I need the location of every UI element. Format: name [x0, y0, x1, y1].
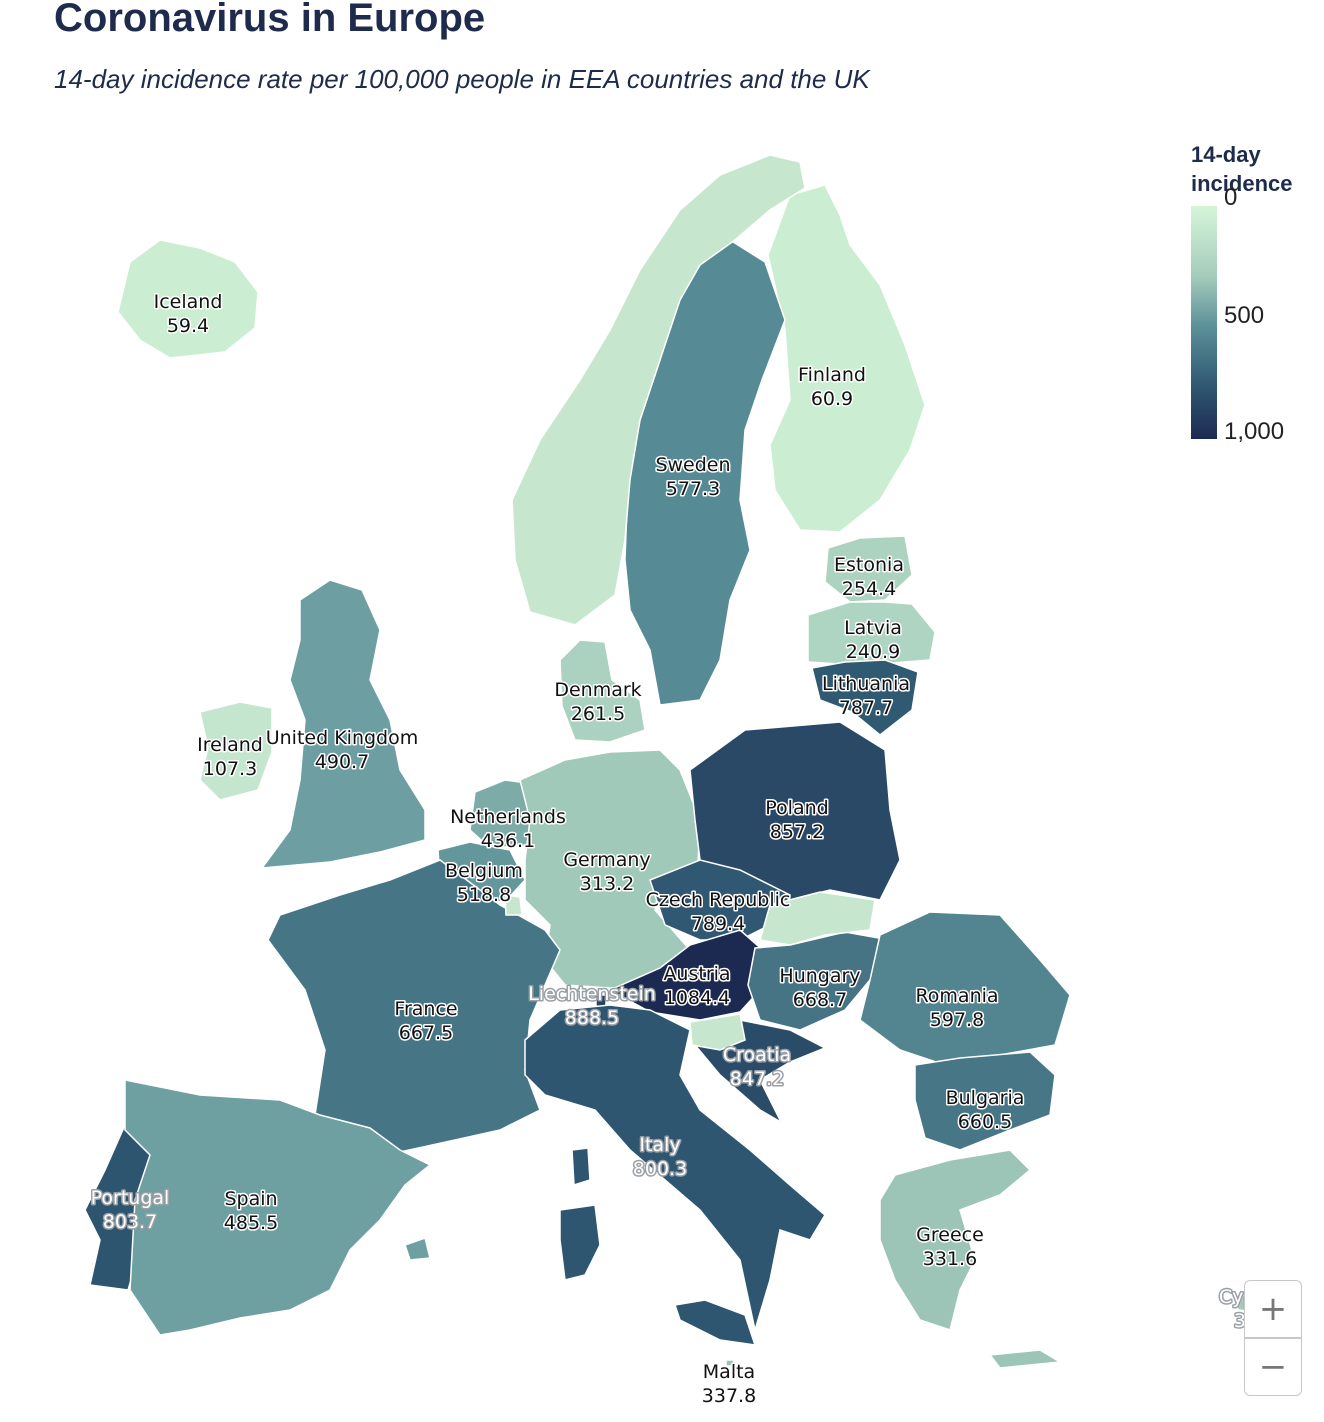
label-belgium-name: Belgium — [445, 860, 523, 882]
label-liechtenstein-name: Liechtenstein — [528, 983, 656, 1005]
label-portugal-value: 803.7 — [103, 1211, 157, 1233]
label-ireland-value: 107.3 — [203, 758, 257, 780]
country-hungary[interactable] — [747, 931, 892, 1031]
country-italy[interactable] — [524, 1004, 826, 1346]
label-ireland-name: Ireland — [197, 734, 263, 756]
label-spain-name: Spain — [224, 1188, 277, 1210]
label-bulgaria-name: Bulgaria — [946, 1087, 1025, 1109]
label-iceland-value: 59.4 — [167, 315, 209, 337]
country-finland[interactable] — [767, 184, 926, 533]
country-luxembourg[interactable] — [504, 894, 523, 916]
label-united-kingdom-value: 490.7 — [315, 751, 369, 773]
country-spain[interactable] — [124, 1079, 432, 1336]
label-croatia-value: 847.2 — [730, 1068, 784, 1090]
legend-title: 14-day incidence — [1191, 142, 1293, 196]
label-finland-value: 60.9 — [811, 388, 853, 410]
label-lithuania-value: 787.7 — [839, 697, 893, 719]
label-sweden-value: 577.3 — [666, 478, 720, 500]
country-malta[interactable] — [725, 1359, 735, 1367]
label-germany-name: Germany — [563, 849, 650, 871]
label-netherlands-name: Netherlands — [450, 806, 566, 828]
label-sweden-name: Sweden — [655, 454, 730, 476]
label-poland-value: 857.2 — [770, 821, 824, 843]
legend-tick-500: 500 — [1224, 302, 1265, 329]
label-czech-republic-name: Czech Republic — [646, 889, 791, 911]
zoom-in-button[interactable]: + — [1244, 1280, 1302, 1338]
label-denmark-value: 261.5 — [571, 703, 625, 725]
label-netherlands-value: 436.1 — [481, 830, 535, 852]
country-denmark[interactable] — [559, 639, 646, 743]
country-estonia[interactable] — [824, 535, 913, 603]
country-bulgaria[interactable] — [914, 1051, 1056, 1151]
chart-title: Coronavirus in Europe — [54, 0, 486, 40]
label-malta-name: Malta — [703, 1361, 755, 1383]
label-france-name: France — [394, 998, 457, 1020]
chart-subtitle: 14-day incidence rate per 100,000 people… — [54, 64, 870, 94]
label-romania-name: Romania — [915, 985, 998, 1007]
country-united-kingdom[interactable] — [260, 579, 426, 869]
label-estonia-value: 254.4 — [842, 578, 896, 600]
label-romania-value: 597.8 — [930, 1009, 984, 1031]
country-romania[interactable] — [859, 911, 1071, 1066]
legend-color-bar — [1191, 206, 1217, 439]
country-ireland[interactable] — [199, 701, 273, 801]
country-norway[interactable] — [511, 154, 806, 626]
label-hungary-name: Hungary — [779, 965, 860, 987]
label-estonia-name: Estonia — [834, 554, 904, 576]
country-slovakia[interactable] — [759, 891, 876, 946]
label-czech-republic-value: 789.4 — [691, 913, 745, 935]
label-malta-value: 337.8 — [702, 1385, 756, 1407]
country-iceland[interactable] — [117, 239, 259, 359]
label-iceland-name: Iceland — [154, 291, 223, 313]
label-portugal-name: Portugal — [91, 1187, 170, 1209]
country-lithuania[interactable] — [811, 659, 919, 736]
label-finland-name: Finland — [798, 364, 866, 386]
country-latvia[interactable] — [807, 601, 936, 665]
label-bulgaria-value: 660.5 — [958, 1111, 1012, 1133]
label-denmark-name: Denmark — [554, 679, 641, 701]
label-belgium-value: 518.8 — [457, 884, 511, 906]
zoom-out-button[interactable]: − — [1244, 1338, 1302, 1396]
legend-tick-0: 0 — [1224, 184, 1238, 211]
label-lithuania-name: Lithuania — [822, 673, 910, 695]
label-latvia-value: 240.9 — [846, 641, 900, 663]
label-hungary-value: 668.7 — [793, 989, 847, 1011]
label-latvia-name: Latvia — [844, 617, 902, 639]
label-france-value: 667.5 — [399, 1022, 453, 1044]
label-spain-value: 485.5 — [224, 1212, 278, 1234]
label-greece-value: 331.6 — [923, 1248, 977, 1270]
label-germany-value: 313.2 — [580, 873, 634, 895]
country-croatia[interactable] — [693, 1019, 827, 1143]
legend-tick-1000: 1,000 — [1224, 418, 1285, 445]
label-italy-value: 800.3 — [633, 1158, 687, 1180]
label-united-kingdom-name: United Kingdom — [266, 727, 419, 749]
label-croatia-name: Croatia — [723, 1044, 791, 1066]
country-slovenia[interactable] — [689, 1013, 746, 1051]
label-poland-name: Poland — [765, 797, 828, 819]
country-greece[interactable] — [879, 1149, 1063, 1369]
label-liechtenstein-value: 888.5 — [565, 1007, 619, 1029]
label-austria-name: Austria — [663, 963, 730, 985]
label-greece-name: Greece — [916, 1224, 984, 1246]
label-italy-name: Italy — [639, 1134, 680, 1156]
label-austria-value: 1084.4 — [664, 987, 730, 1009]
